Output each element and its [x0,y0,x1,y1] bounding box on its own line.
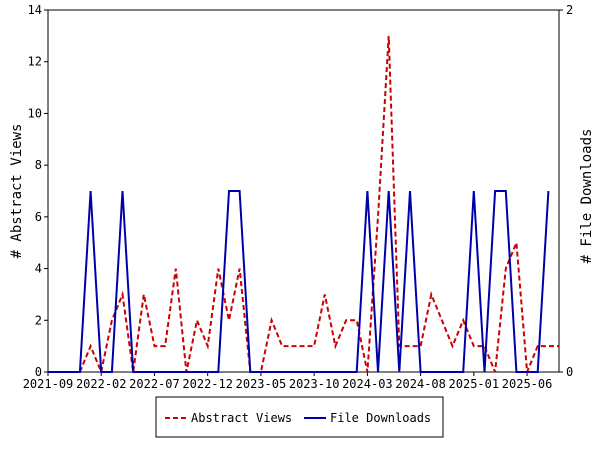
y-left-tick-label: 10 [28,106,42,120]
y-left-tick-label: 4 [35,262,42,276]
y-left-tick-label: 6 [35,210,42,224]
x-tick-label: 2022-12 [182,377,233,391]
legend: Abstract Views File Downloads [155,396,444,438]
x-tick-label: 2021-09 [23,377,74,391]
y-axis-left-label: # Abstract Views [9,124,25,259]
y-left-tick-label: 0 [35,365,42,379]
series-layer [48,35,559,376]
series-line-file-downloads [48,190,550,373]
x-tick-label: 2023-05 [236,377,287,391]
x-tick-label: 2022-07 [129,377,180,391]
y-left-tick-label: 2 [35,313,42,327]
legend-box [155,396,444,438]
y-left-tick-label: 8 [35,158,42,172]
y-left-tick-label: 14 [28,3,42,17]
y-right-tick-label: 0 [566,365,573,379]
y-axis-left: 0 2 4 6 8 10 12 14 [28,3,48,379]
series-line-abstract-views [48,35,559,376]
x-tick-label: 2024-08 [395,377,446,391]
y-left-tick-label: 12 [28,55,42,69]
legend-label-abstract-views: Abstract Views [191,411,292,425]
x-axis: 2021-09 2022-02 2022-07 2022-12 2023-05 2023-… [23,372,553,391]
y-axis-right: 02 [559,3,573,379]
x-tick-label: 2025-01 [449,377,500,391]
x-tick-label: 2025-06 [502,377,553,391]
y-axis-right-label: # File Downloads [579,129,595,264]
x-tick-label: 2023-10 [289,377,340,391]
legend-label-file-downloads: File Downloads [330,411,431,425]
x-tick-label: 2024-03 [342,377,393,391]
y-right-tick-label: 2 [566,3,573,17]
plot-frame [47,9,560,373]
x-tick-label: 2022-02 [76,377,127,391]
